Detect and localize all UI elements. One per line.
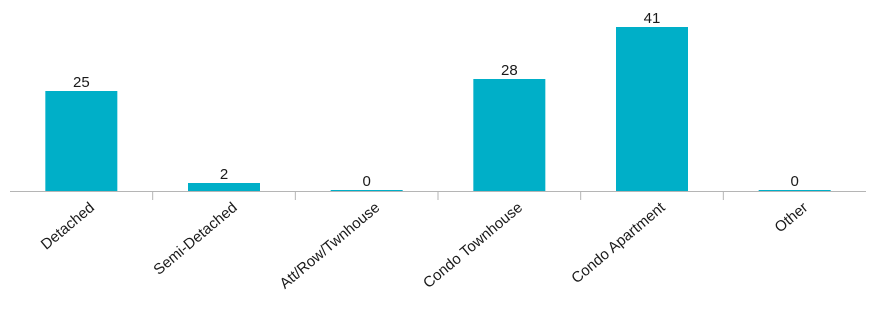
- bar-value-label: 2: [220, 166, 228, 183]
- x-axis-ticks: [152, 191, 724, 200]
- bar-condo-townhouse: [473, 79, 546, 191]
- bar-value-label: 25: [73, 74, 90, 91]
- bar-value-label: 0: [790, 173, 798, 190]
- bar-value-label: 28: [501, 62, 518, 79]
- x-axis-tick-labels: Detached Semi-Detached Att/Row/Twnhouse Con…: [38, 199, 811, 293]
- bar-value-label: 0: [362, 173, 370, 190]
- bar-semi-detached: [188, 183, 260, 191]
- bar-att-row-twnhouse: [330, 190, 403, 191]
- x-tick-label: Att/Row/Twnhouse: [277, 199, 384, 292]
- bar-detached: [45, 91, 118, 191]
- value-labels-group: 25 2 0 28 41 0: [73, 10, 799, 190]
- bar-condo-apartment: [616, 27, 688, 191]
- x-tick-label: Condo Apartment: [568, 199, 669, 288]
- x-tick-label: Other: [772, 199, 812, 236]
- bar-value-label: 41: [644, 10, 661, 27]
- x-tick-label: Detached: [38, 199, 98, 253]
- bars-group: [45, 27, 831, 191]
- x-tick-label: Semi-Detached: [150, 199, 240, 278]
- x-tick-label: Condo Townhouse: [420, 199, 526, 292]
- bar-other: [758, 190, 831, 191]
